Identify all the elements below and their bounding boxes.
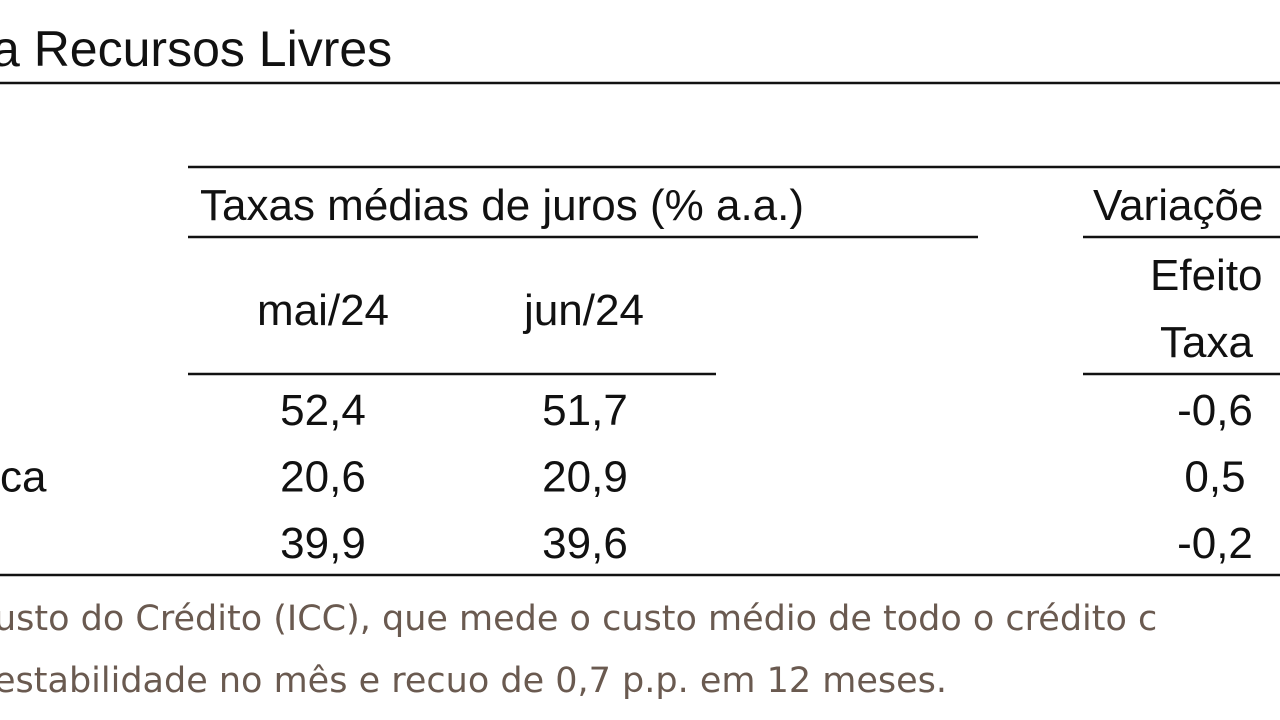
cell-value: 20,6 — [280, 453, 366, 502]
cell-value: 0,5 — [1184, 453, 1245, 502]
cell-value: -0,2 — [1177, 519, 1253, 568]
cell-value: 39,9 — [280, 519, 366, 568]
column-header: jun/24 — [522, 286, 644, 335]
footnote: estabilidade no mês e recuo de 0,7 p.p. … — [0, 661, 947, 701]
effect-header: Taxa — [1160, 318, 1253, 367]
effect-header: Efeito — [1150, 251, 1263, 300]
row-label: ca — [0, 453, 47, 502]
cell-value: -0,6 — [1177, 386, 1253, 435]
cell-value: 20,9 — [542, 453, 628, 502]
cell-value: 39,6 — [542, 519, 628, 568]
footnote: usto do Crédito (ICC), que mede o custo … — [0, 599, 1157, 639]
variation-header: Variaçõe — [1093, 181, 1263, 230]
group-header: Taxas médias de juros (% a.a.) — [200, 181, 804, 230]
cell-value: 51,7 — [542, 386, 628, 435]
table-title: a Recursos Livres — [0, 21, 392, 77]
table-body: 52,4 51,7 -0,6 ca 20,6 20,9 0,5 39,9 39,6 -0,2 — [0, 386, 1253, 568]
column-header: mai/24 — [257, 286, 389, 335]
cell-value: 52,4 — [280, 386, 366, 435]
